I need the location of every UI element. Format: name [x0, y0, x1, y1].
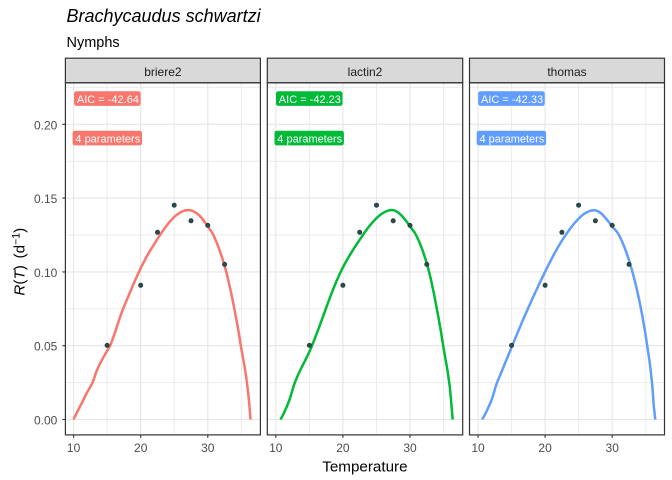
svg-text:Brachycaudus schwartzi: Brachycaudus schwartzi: [67, 6, 262, 26]
svg-text:4 parameters: 4 parameters: [75, 134, 140, 146]
svg-text:10: 10: [269, 441, 283, 455]
svg-text:Nymphs: Nymphs: [67, 35, 120, 51]
svg-text:0.20: 0.20: [34, 118, 58, 132]
svg-text:thomas: thomas: [547, 65, 586, 79]
svg-text:10: 10: [471, 441, 485, 455]
svg-text:lactin2: lactin2: [348, 65, 383, 79]
svg-text:30: 30: [403, 441, 417, 455]
svg-text:20: 20: [336, 441, 350, 455]
svg-text:briere2: briere2: [144, 65, 182, 79]
svg-text:Temperature: Temperature: [322, 459, 407, 476]
svg-text:20: 20: [134, 441, 148, 455]
svg-text:0.15: 0.15: [34, 192, 58, 206]
svg-text:4 parameters: 4 parameters: [277, 134, 342, 146]
svg-text:4 parameters: 4 parameters: [480, 134, 545, 146]
svg-text:30: 30: [606, 441, 620, 455]
svg-text:AIC = -42.23: AIC = -42.23: [279, 94, 341, 106]
svg-text:20: 20: [538, 441, 552, 455]
svg-text:0.05: 0.05: [34, 340, 58, 354]
svg-text:30: 30: [201, 441, 215, 455]
svg-text:0.00: 0.00: [34, 414, 58, 428]
svg-text:AIC = -42.64: AIC = -42.64: [77, 94, 139, 106]
svg-text:10: 10: [67, 441, 81, 455]
svg-text:0.10: 0.10: [34, 266, 58, 280]
svg-text:AIC = -42.33: AIC = -42.33: [481, 94, 543, 106]
